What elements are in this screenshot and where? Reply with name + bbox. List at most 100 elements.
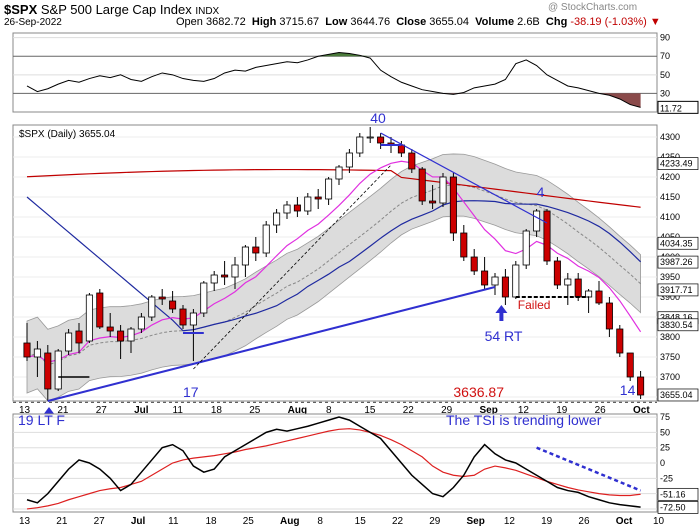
annotation-label: 40 — [370, 110, 386, 126]
high-value: 3715.67 — [279, 16, 320, 28]
chg-value: -38.19 (-1.03%) — [570, 16, 647, 28]
candle-body — [179, 308, 187, 326]
price-legend: $SPX (Daily) 3655.04 — [19, 129, 116, 140]
tsi-x-tick: Aug — [280, 516, 299, 527]
candle-body — [283, 204, 291, 214]
candle-body — [356, 136, 364, 154]
candle-body — [200, 282, 208, 314]
price-right-box — [657, 157, 699, 170]
tsi-x-tick: 21 — [56, 516, 68, 527]
rsi-tick-label: 70 — [660, 51, 670, 61]
candle-body — [429, 200, 437, 204]
trendline-support — [47, 286, 496, 402]
tsi-right-label: -51.16 — [660, 489, 686, 499]
candle-body — [75, 330, 83, 344]
price-tick-label: 4200 — [660, 172, 680, 182]
price-x-tick: Oct — [633, 405, 650, 416]
candle-body — [522, 230, 530, 266]
candle-body — [533, 210, 541, 232]
price-right-label: 3655.04 — [660, 390, 693, 400]
price-right-label: 4233.49 — [660, 159, 693, 169]
candle-body — [345, 152, 353, 168]
candle-body — [189, 312, 197, 326]
tsi-x-tick: Oct — [616, 516, 633, 527]
candle-body — [33, 348, 41, 358]
price-x-tick: 8 — [326, 405, 332, 416]
price-right-box — [657, 236, 699, 250]
tsi-tick-label: 0 — [660, 458, 665, 468]
candle-body — [169, 300, 177, 310]
price-x-tick: Jul — [134, 405, 149, 416]
candle-body — [137, 316, 145, 330]
price-x-tick: 12 — [518, 405, 530, 416]
tsi-x-tick: 29 — [429, 516, 441, 527]
candle-body — [96, 292, 104, 328]
candle-body — [325, 178, 333, 200]
candle-body — [117, 330, 125, 342]
price-right-label: 3830.54 — [660, 320, 693, 330]
candle-body — [210, 274, 218, 284]
candle-body — [65, 332, 73, 352]
price-x-tick: 25 — [249, 405, 261, 416]
volume-value: 2.6B — [517, 16, 540, 28]
candle-body — [252, 246, 260, 254]
tsi-right-box — [657, 487, 699, 501]
tsi-x-tick: 13 — [19, 516, 31, 527]
price-tick-label: 4250 — [660, 152, 680, 162]
candle-body — [366, 136, 374, 139]
tsi-tick-label: 75 — [660, 412, 670, 422]
price-right-label: 3848.16 — [660, 313, 693, 323]
annotation-label: Failed — [518, 298, 551, 312]
annotation-label: 54 RT — [485, 328, 523, 344]
candle-body — [304, 196, 312, 212]
candle-body — [221, 274, 229, 278]
tsi-trend-line — [536, 446, 642, 492]
price-tick-label: 3950 — [660, 272, 680, 282]
candle-body — [262, 224, 270, 254]
candle-body — [564, 278, 572, 286]
price-tick-label: 3700 — [660, 372, 680, 382]
tsi-x-tick: 11 — [168, 516, 179, 527]
rsi-tick-label: 50 — [660, 70, 670, 80]
ma50-line — [26, 196, 642, 332]
tsi-tick-label: 25 — [660, 443, 670, 453]
tsi-right-box — [657, 501, 699, 514]
candle-body — [470, 256, 478, 272]
candle-body — [439, 176, 447, 204]
price-right-box — [657, 283, 699, 297]
candle-body — [553, 260, 561, 286]
tsi-x-tick: 25 — [243, 516, 255, 527]
price-x-tick: 22 — [403, 405, 415, 416]
candle-body — [605, 302, 613, 330]
price-right-box — [657, 388, 699, 402]
candle-body — [397, 144, 405, 154]
price-x-tick: 21 — [57, 405, 69, 416]
price-x-tick: 19 — [556, 405, 568, 416]
exchange-name: INDX — [195, 6, 220, 17]
tsi-x-tick: Sep — [467, 516, 485, 527]
tsi-x-tick: 22 — [392, 516, 404, 527]
candle-body — [595, 290, 603, 304]
trendline-dashed — [193, 164, 392, 370]
price-tick-label: 4300 — [660, 132, 680, 142]
candle-body — [626, 352, 634, 378]
price-tick-label: 4100 — [660, 212, 680, 222]
tsi-tick-label: -25 — [660, 473, 673, 483]
candle-body — [418, 168, 426, 202]
ticker-symbol: $SPX — [4, 2, 38, 17]
rsi-value-box — [657, 100, 699, 114]
candle-body — [335, 166, 343, 180]
rsi-panel-frame — [12, 32, 658, 113]
volume-label: Volume — [475, 16, 515, 28]
candle-body — [231, 264, 239, 278]
low-label: Low — [325, 16, 348, 28]
tsi-right-label: -72.50 — [660, 502, 686, 512]
candle-body — [23, 342, 31, 358]
watermark: @ StockCharts.com — [548, 2, 638, 13]
price-x-tick: 26 — [595, 405, 607, 416]
price-x-tick: Aug — [288, 405, 307, 416]
chart-date: 26-Sep-2022 — [4, 17, 62, 28]
rsi-tick-label: 30 — [660, 88, 670, 98]
price-x-tick: 11 — [173, 405, 184, 416]
candle-body — [85, 294, 93, 342]
